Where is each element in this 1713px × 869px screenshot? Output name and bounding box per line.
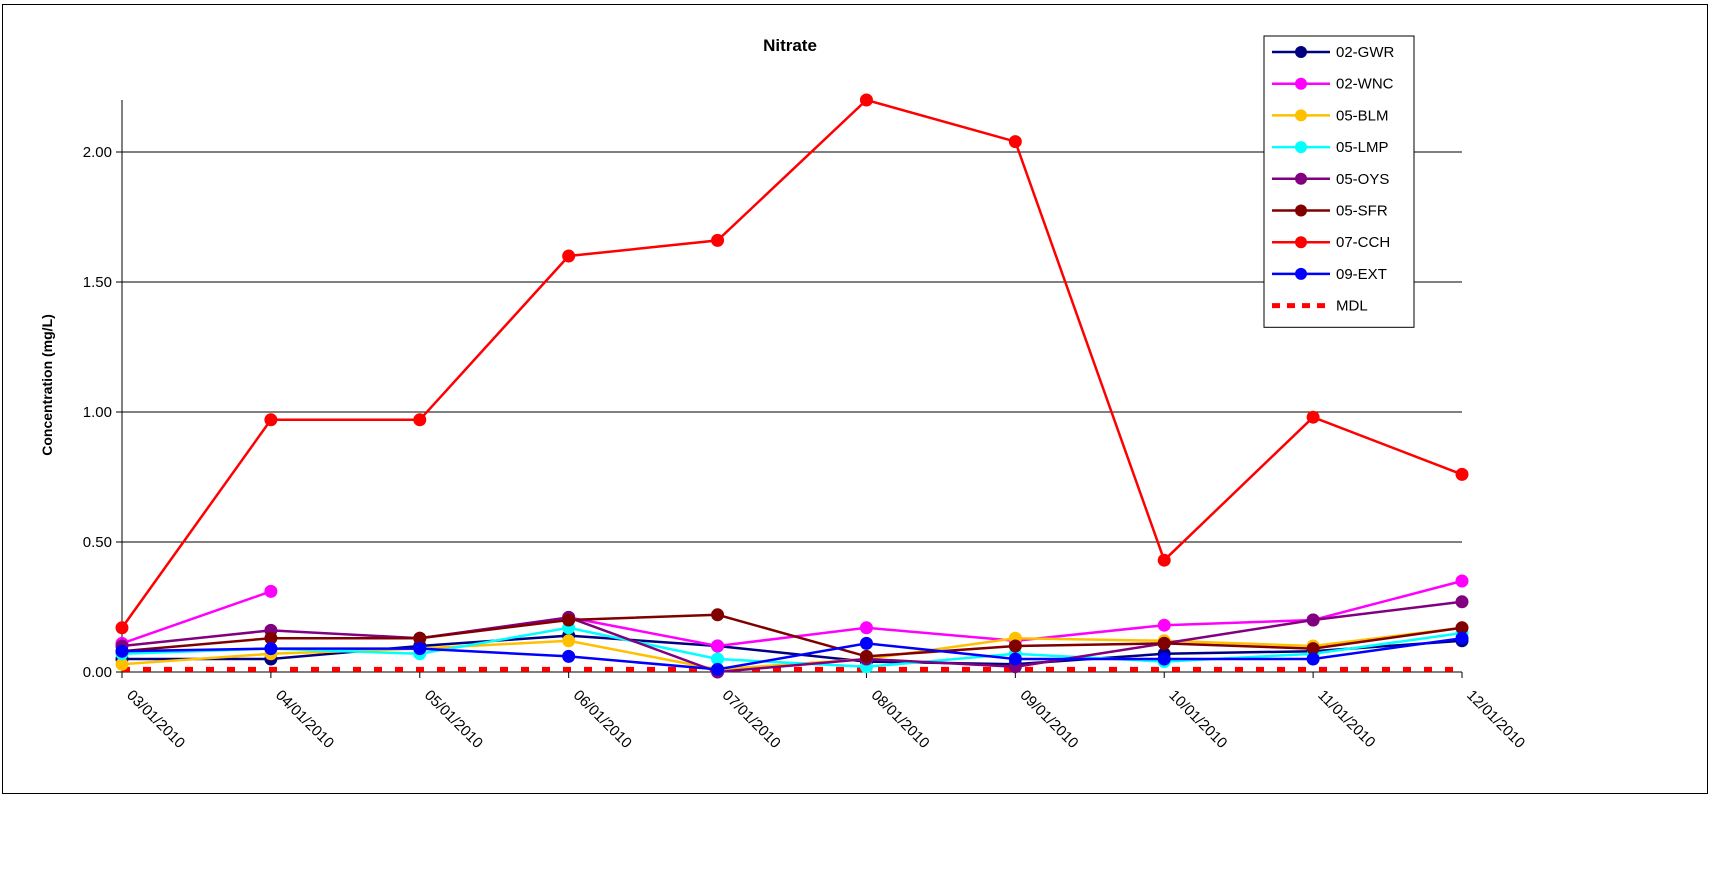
x-tick-label: 09/01/2010 [1017, 687, 1082, 752]
series-02-wnc [115, 574, 1469, 653]
legend-item: 05-BLM [1272, 107, 1389, 124]
legend-item: 07-CCH [1272, 234, 1390, 251]
x-tick-label: 07/01/2010 [719, 687, 784, 752]
legend-label: 07-CCH [1336, 234, 1390, 251]
data-point [413, 413, 427, 427]
legend-label: 02-GWR [1336, 44, 1395, 61]
y-tick-label: 0.50 [83, 534, 112, 551]
legend-item: 09-EXT [1272, 266, 1387, 283]
y-axis-title: Concentration (mg/L) [39, 314, 55, 456]
legend-label: MDL [1336, 298, 1368, 315]
data-point [711, 608, 725, 622]
series-line [121, 590, 272, 645]
data-point [1157, 553, 1171, 567]
legend-label: 05-BLM [1336, 107, 1389, 124]
data-point [1157, 618, 1171, 632]
y-tick-label: 1.50 [83, 274, 112, 291]
y-tick-label: 1.00 [83, 404, 112, 421]
data-point [859, 636, 873, 650]
legend-label: 02-WNC [1336, 76, 1394, 93]
legend-label: 09-EXT [1336, 266, 1387, 283]
legend-marker [1295, 267, 1307, 280]
data-point [264, 413, 278, 427]
x-tick-label: 06/01/2010 [570, 687, 635, 752]
legend-label: 05-SFR [1336, 203, 1388, 220]
series-lines [115, 93, 1469, 679]
data-point [1008, 639, 1022, 653]
series-line [121, 600, 1463, 674]
legend-label: 05-OYS [1336, 171, 1389, 188]
legend-item: 02-GWR [1272, 44, 1395, 61]
data-point [562, 613, 576, 627]
legend-marker [1295, 204, 1307, 217]
data-point [562, 634, 576, 648]
data-point [1306, 410, 1320, 424]
series-line [121, 636, 1463, 671]
legend-marker [1295, 109, 1307, 122]
x-tick-label: 05/01/2010 [421, 687, 486, 752]
data-point [562, 249, 576, 263]
legend-item: 05-OYS [1272, 171, 1389, 188]
series-line [121, 626, 1463, 669]
chart-title: Nitrate [763, 36, 817, 55]
series-07-cch [115, 93, 1469, 635]
data-point [859, 93, 873, 107]
data-point [115, 644, 129, 658]
series-line [122, 634, 1463, 666]
data-point [1157, 636, 1171, 650]
data-point [711, 639, 725, 653]
data-point [711, 662, 725, 676]
x-tick-label: 04/01/2010 [272, 687, 337, 752]
chart-frame [2, 4, 1708, 794]
x-tick-label: 10/01/2010 [1165, 687, 1230, 752]
legend-label: 05-LMP [1336, 139, 1389, 156]
x-tick-label: 08/01/2010 [868, 687, 933, 752]
legend-item: MDL [1272, 298, 1368, 315]
series-line [121, 613, 1463, 658]
data-point [1306, 613, 1320, 627]
data-point [1455, 631, 1469, 645]
legend-marker [1295, 46, 1307, 58]
legend: 02-GWR 02-WNC 05-BLM 05-LMP 05-OYS 05-SFR 07-C… [1263, 35, 1415, 328]
data-point [413, 642, 427, 656]
y-tick-label: 2.00 [83, 144, 112, 161]
data-point [1157, 652, 1171, 666]
data-point [264, 584, 278, 598]
data-point [1455, 467, 1469, 481]
gridlines [122, 151, 1462, 543]
series-09-ext [115, 631, 1469, 676]
data-point [1008, 135, 1022, 149]
series-line [120, 98, 1463, 629]
y-tick-label: 0.00 [83, 664, 112, 681]
data-point [859, 649, 873, 663]
legend-item: 05-SFR [1272, 203, 1388, 220]
data-point [115, 621, 129, 635]
data-point [562, 649, 576, 663]
legend-marker [1295, 141, 1307, 154]
data-point [1455, 595, 1469, 609]
data-point [1008, 652, 1022, 666]
x-tick-label: 03/01/2010 [123, 687, 188, 752]
data-point [1455, 574, 1469, 588]
x-tick-label: 11/01/2010 [1314, 687, 1378, 751]
legend-item: 02-WNC [1272, 76, 1394, 93]
legend-marker [1295, 172, 1307, 185]
data-point [1306, 652, 1320, 666]
x-tick-label: 12/01/2010 [1463, 687, 1528, 752]
legend-marker [1295, 236, 1307, 249]
data-point [859, 621, 873, 635]
data-point [711, 233, 725, 247]
legend-marker [1295, 77, 1307, 90]
data-point [264, 642, 278, 656]
legend-item: 05-LMP [1272, 139, 1389, 156]
